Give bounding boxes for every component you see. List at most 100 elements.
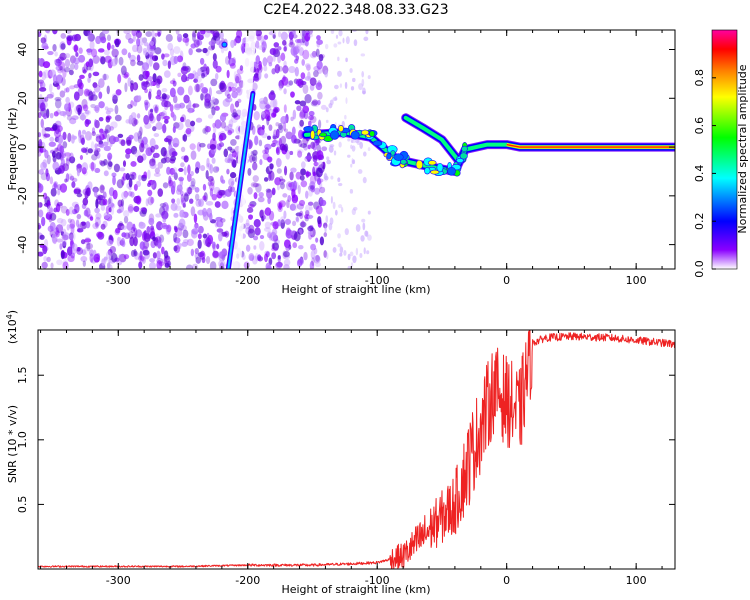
noise-mark xyxy=(142,249,150,256)
noise-mark xyxy=(234,82,238,88)
noise-mark xyxy=(211,241,216,249)
noise-mark xyxy=(98,91,103,99)
noise-mark xyxy=(259,240,265,251)
noise-mark xyxy=(220,121,227,129)
noise-mark xyxy=(179,212,185,218)
noise-mark xyxy=(209,181,215,191)
noise-mark xyxy=(42,113,48,120)
noise-mark xyxy=(301,58,305,66)
noise-mark xyxy=(61,234,69,241)
noise-mark xyxy=(316,177,322,186)
noise-mark xyxy=(280,216,285,224)
noise-mark xyxy=(359,141,364,149)
noise-mark xyxy=(325,107,329,113)
spectrogram-signal xyxy=(301,113,675,177)
noise-mark xyxy=(361,71,365,78)
noise-mark xyxy=(118,221,124,227)
noise-mark xyxy=(280,52,286,62)
noise-mark xyxy=(149,158,156,167)
noise-mark xyxy=(309,260,315,269)
noise-mark xyxy=(138,95,142,101)
noise-mark xyxy=(46,256,51,263)
snr-x-tick-label: -300 xyxy=(106,574,131,587)
noise-mark xyxy=(166,166,171,175)
noise-mark xyxy=(290,167,297,173)
noise-mark xyxy=(278,202,282,210)
noise-mark xyxy=(44,127,52,132)
noise-mark xyxy=(261,111,266,119)
noise-mark xyxy=(214,201,221,208)
noise-mark xyxy=(153,172,161,177)
noise-mark xyxy=(263,177,269,182)
noise-mark xyxy=(226,93,231,99)
signal-blob xyxy=(386,152,392,160)
noise-mark xyxy=(38,222,41,230)
noise-mark xyxy=(163,70,171,78)
spectrogram-streak xyxy=(221,41,256,269)
signal-blob xyxy=(309,130,316,140)
noise-mark xyxy=(305,63,311,69)
noise-mark xyxy=(325,119,329,123)
noise-mark xyxy=(202,47,208,54)
noise-mark xyxy=(283,264,290,269)
noise-mark xyxy=(49,212,57,221)
noise-mark xyxy=(172,137,180,148)
signal-blob xyxy=(427,160,437,166)
noise-mark xyxy=(197,239,202,249)
noise-mark xyxy=(46,108,50,119)
noise-mark xyxy=(302,105,310,114)
noise-mark xyxy=(69,117,77,125)
noise-mark xyxy=(190,177,196,187)
noise-mark xyxy=(143,230,148,240)
noise-mark xyxy=(115,227,121,234)
noise-mark xyxy=(332,201,336,210)
noise-mark xyxy=(223,148,229,158)
noise-mark xyxy=(132,32,136,42)
noise-mark xyxy=(102,30,110,35)
noise-mark xyxy=(314,187,321,195)
noise-mark xyxy=(319,236,325,246)
noise-mark xyxy=(337,41,342,45)
noise-mark xyxy=(130,80,134,86)
noise-mark xyxy=(48,141,56,147)
noise-mark xyxy=(207,114,214,119)
noise-mark xyxy=(156,257,164,264)
noise-mark xyxy=(277,31,282,38)
noise-mark xyxy=(161,87,168,93)
noise-mark xyxy=(197,30,205,38)
noise-mark xyxy=(313,65,321,72)
streak-inner xyxy=(227,93,254,269)
noise-mark xyxy=(258,70,262,80)
noise-mark xyxy=(108,196,113,206)
noise-mark xyxy=(141,62,150,71)
noise-mark xyxy=(152,126,157,132)
noise-mark xyxy=(363,36,369,42)
noise-mark xyxy=(299,221,307,228)
noise-mark xyxy=(158,261,165,267)
noise-mark xyxy=(106,251,112,260)
noise-mark xyxy=(218,259,226,268)
noise-mark xyxy=(149,162,157,169)
spectrogram-y-tick-label: -20 xyxy=(16,187,29,205)
noise-mark xyxy=(355,139,360,144)
noise-mark xyxy=(103,145,111,152)
noise-mark xyxy=(65,96,70,104)
noise-mark xyxy=(212,250,220,259)
noise-mark xyxy=(296,78,303,87)
noise-mark xyxy=(339,83,343,88)
noise-mark xyxy=(107,198,112,204)
noise-mark xyxy=(340,206,344,213)
noise-mark xyxy=(259,97,266,104)
noise-mark xyxy=(103,212,110,220)
noise-mark xyxy=(38,57,42,66)
noise-mark xyxy=(79,74,85,80)
noise-mark xyxy=(326,252,329,260)
noise-mark xyxy=(150,196,155,204)
noise-mark xyxy=(276,184,280,191)
noise-mark xyxy=(180,116,185,123)
noise-mark xyxy=(231,159,237,168)
noise-mark xyxy=(234,100,240,108)
noise-mark xyxy=(85,119,92,125)
noise-mark xyxy=(149,113,154,122)
noise-mark xyxy=(230,180,235,187)
